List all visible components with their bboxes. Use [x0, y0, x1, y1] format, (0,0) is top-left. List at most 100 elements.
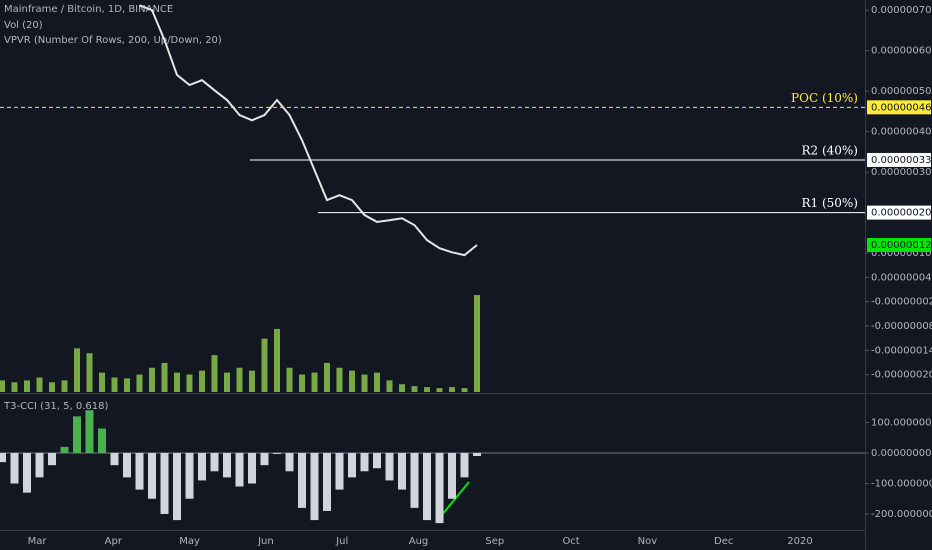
cci-bar — [335, 452, 344, 490]
cci-bar — [323, 452, 331, 511]
cci-bar — [360, 452, 369, 472]
y-tick-label: 0.00000030 — [871, 167, 931, 178]
x-tick-label: Oct — [562, 536, 579, 547]
cci-bar — [460, 452, 469, 478]
volume-bar — [36, 377, 43, 392]
volume-bar — [386, 380, 393, 392]
y-tick-label: 0.00000000 — [871, 448, 931, 459]
cci-bar — [210, 452, 219, 472]
y-tick-label: 0.00000040 — [871, 127, 931, 138]
price-tag-label: 0.00000046 — [871, 102, 931, 113]
cci-bar — [448, 452, 456, 499]
volume-bar — [474, 295, 480, 392]
cci-bar — [148, 452, 156, 499]
volume-bar — [99, 372, 105, 392]
x-tick-label: Mar — [28, 536, 48, 547]
y-tick-label: 0.00000070 — [871, 5, 931, 16]
price-tag — [867, 100, 931, 115]
price-tag — [867, 152, 931, 167]
volume-bar — [411, 386, 418, 392]
y-tick-label: 0.00000060 — [871, 46, 931, 57]
volume-bar — [224, 372, 230, 392]
y-tick-label: -200.00000000 — [871, 509, 932, 520]
volume-bar — [11, 382, 18, 392]
cci-bar — [48, 452, 56, 466]
x-tick-label: Apr — [105, 536, 123, 547]
volume-bar — [311, 372, 318, 392]
level-name: R2 (40%) — [801, 143, 858, 157]
volume-bar — [449, 387, 455, 392]
price-tag-label: 0.00000020 — [871, 208, 931, 219]
cci-bar — [223, 452, 231, 478]
volume-bar — [436, 388, 443, 392]
y-tick-label: -0.00000002 — [871, 297, 932, 308]
cci-bar — [60, 446, 69, 453]
volume-bar — [61, 380, 68, 392]
volume-bar — [424, 387, 430, 392]
cci-bar — [473, 452, 481, 457]
x-tick-label: Sep — [485, 536, 504, 547]
y-tick-label: 0.00000050 — [871, 86, 931, 97]
volume-bar — [299, 374, 305, 392]
y-tick-label: 0.00000010 — [871, 248, 931, 259]
volume-bar — [261, 338, 268, 392]
cci-bar — [23, 452, 31, 493]
volume-bar — [136, 374, 143, 392]
cci-bar — [198, 452, 206, 481]
volume-bar — [0, 380, 5, 392]
cci-bar — [173, 452, 181, 521]
cci-bar — [135, 452, 144, 490]
cci-bar — [10, 452, 19, 484]
cci-bar — [260, 452, 269, 466]
volume-bar — [186, 374, 193, 392]
cci-bar — [298, 452, 306, 508]
cci-bar — [423, 452, 431, 521]
cci-bar — [0, 452, 6, 463]
price-tag-label: 0.00000033 — [871, 155, 931, 166]
price-tag — [867, 238, 931, 252]
x-tick-label: Dec — [714, 536, 733, 547]
volume-bar — [461, 388, 468, 392]
indicator-label: Vol (20) — [4, 20, 43, 31]
cci-bar — [160, 452, 169, 514]
cci-bar — [435, 452, 444, 524]
y-tick-label: -100.00000000 — [871, 478, 932, 489]
volume-bar — [86, 353, 93, 392]
price-tag — [867, 205, 931, 220]
volume-bar — [361, 374, 368, 392]
cci-bar — [410, 452, 419, 508]
volume-bar — [149, 367, 155, 392]
cci-bar — [98, 428, 106, 453]
volume-bar — [124, 378, 130, 392]
volume-bar — [399, 384, 405, 392]
x-tick-label: Nov — [638, 536, 658, 547]
volume-bar — [249, 370, 255, 392]
cci-bar — [273, 452, 281, 454]
volume-bar — [324, 362, 330, 392]
volume-bar — [286, 367, 293, 392]
cci-bar — [235, 452, 244, 487]
cci-bar — [285, 452, 294, 472]
cci-bar — [35, 452, 44, 478]
cci-bar — [310, 452, 319, 521]
price-line — [139, 4, 478, 257]
volume-bar — [199, 370, 205, 392]
cci-bar — [123, 452, 131, 478]
chart-title: Mainframe / Bitcoin, 1D, BINANCE — [4, 4, 173, 15]
volume-bar — [74, 348, 80, 392]
cci-bar — [398, 452, 406, 490]
volume-bar — [111, 377, 118, 392]
level-name: POC (10%) — [791, 91, 858, 105]
volume-bar — [49, 382, 55, 392]
volume-bar — [374, 372, 380, 392]
volume-bar — [161, 362, 168, 392]
cci-bar — [110, 452, 119, 466]
y-tick-label: 0.00000004 — [871, 272, 931, 283]
y-tick-label: -0.00000008 — [871, 321, 932, 332]
x-tick-label: 2020 — [787, 536, 812, 547]
indicator-label: VPVR (Number Of Rows, 200, Up/Down, 20) — [4, 35, 222, 46]
y-tick-label: -0.00000014 — [871, 345, 932, 356]
cci-bar — [373, 452, 381, 469]
x-tick-label: Jun — [257, 536, 274, 547]
